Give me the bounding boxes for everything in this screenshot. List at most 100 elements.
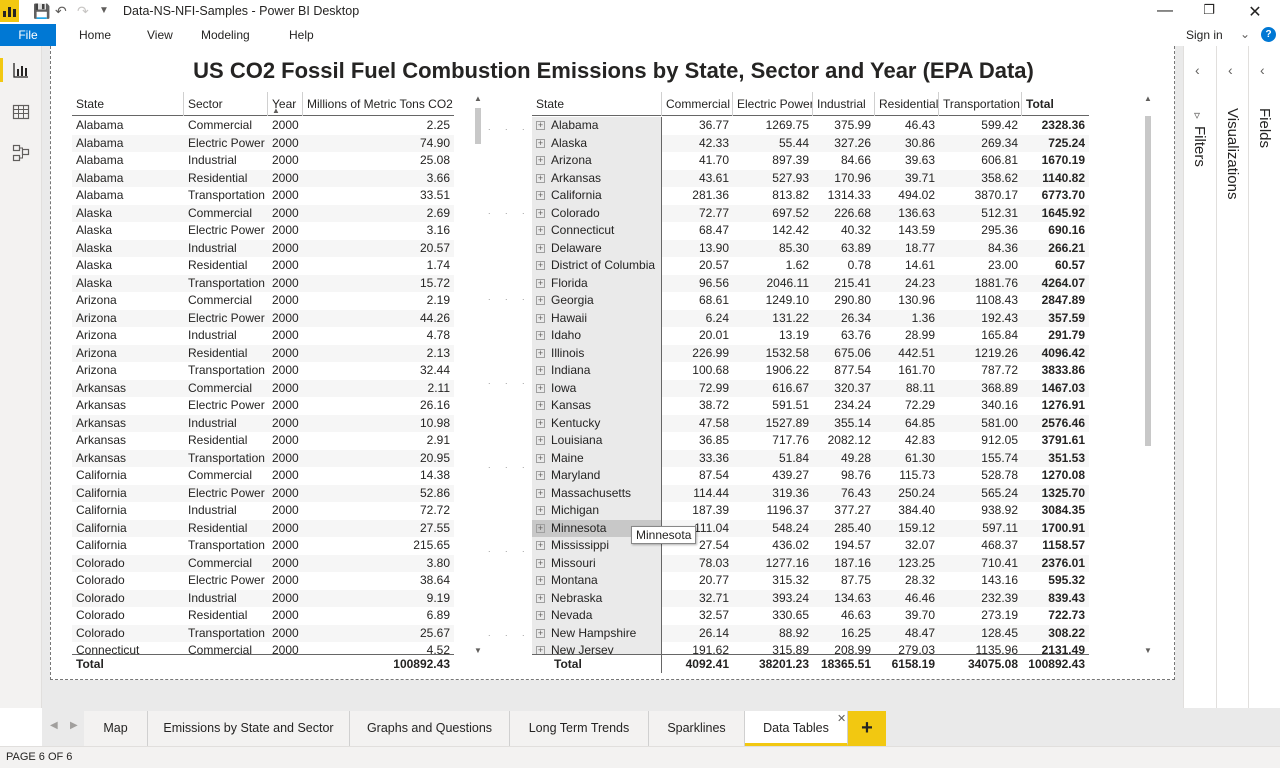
filters-pane[interactable]: ‹ ▿ Filters	[1183, 46, 1216, 708]
expand-icon[interactable]: +	[536, 610, 545, 621]
chevron-left-icon[interactable]: ‹	[1260, 62, 1265, 78]
scroll-up-icon[interactable]: ▲	[1144, 94, 1152, 103]
table-row[interactable]: Alabama Electric Power 2000 74.90	[72, 134, 454, 152]
matrix-row[interactable]: + Missouri 78.03 1277.16 187.16 123.25 710.41 2…	[532, 554, 1089, 572]
table-row[interactable]: Colorado Electric Power 2000 38.64	[72, 572, 454, 590]
table-row[interactable]: Arkansas Electric Power 2000 26.16	[72, 397, 454, 415]
file-menu[interactable]: File	[0, 24, 56, 46]
matrix-col-transportation[interactable]: Transportation	[939, 92, 1022, 116]
matrix-row[interactable]: + Indiana 100.68 1906.22 877.54 161.70 787.72 3…	[532, 362, 1089, 380]
table-row[interactable]: Arizona Industrial 2000 4.78	[72, 327, 454, 345]
table-row[interactable]: Arkansas Commercial 2000 2.11	[72, 379, 454, 397]
table-row[interactable]: Alaska Industrial 2000 20.57	[72, 239, 454, 257]
chevron-left-icon[interactable]: ‹	[1228, 62, 1233, 78]
table-row[interactable]: Alabama Transportation 2000 33.51	[72, 187, 454, 205]
matrix-row[interactable]: + Arizona 41.70 897.39 84.66 39.63 606.81 1670.…	[532, 152, 1089, 170]
table-row[interactable]: Colorado Commercial 2000 3.80	[72, 554, 454, 572]
scrollbar-thumb[interactable]	[1145, 116, 1151, 446]
table-row[interactable]: Arkansas Residential 2000 2.91	[72, 432, 454, 450]
tab-emissions-by-state-and-sector[interactable]: Emissions by State and Sector	[148, 711, 350, 746]
expand-icon[interactable]: +	[536, 627, 545, 638]
expand-icon[interactable]: +	[536, 382, 545, 393]
detail-table-scrollbar[interactable]: ▲ ▼	[474, 94, 482, 655]
matrix-row[interactable]: + Minnesota 111.04 548.24 285.40 159.12 597.11…	[532, 519, 1089, 537]
matrix-row[interactable]: + Illinois 226.99 1532.58 675.06 442.51 1219.2…	[532, 344, 1089, 362]
table-row[interactable]: Arkansas Transportation 2000 20.95	[72, 449, 454, 467]
visual-resize-handle[interactable]: . . .	[488, 460, 531, 470]
matrix-row-header[interactable]: + Arkansas	[532, 169, 662, 187]
visual-resize-handle[interactable]: . . .	[488, 122, 531, 132]
table-row[interactable]: Alabama Commercial 2000 2.25	[72, 117, 454, 135]
matrix-col-state[interactable]: State	[532, 92, 662, 116]
matrix-row[interactable]: + Connecticut 68.47 142.42 40.32 143.59 295.36…	[532, 222, 1089, 240]
matrix-row[interactable]: + Idaho 20.01 13.19 63.76 28.99 165.84 291.79	[532, 327, 1089, 345]
matrix-row-header[interactable]: + Kansas	[532, 397, 662, 415]
table-row[interactable]: Connecticut Commercial 2000 4.52	[72, 642, 454, 655]
matrix-row[interactable]: + Maine 33.36 51.84 49.28 61.30 155.74 351.53	[532, 449, 1089, 467]
visual-resize-handle[interactable]: . . .	[488, 206, 531, 216]
table-row[interactable]: Arizona Commercial 2000 2.19	[72, 292, 454, 310]
matrix-col-residential[interactable]: Residential	[875, 92, 939, 116]
table-row[interactable]: Alaska Residential 2000 1.74	[72, 257, 454, 275]
matrix-row-header[interactable]: + Montana	[532, 572, 662, 590]
table-row[interactable]: Arizona Transportation 2000 32.44	[72, 362, 454, 380]
expand-icon[interactable]: +	[536, 295, 545, 306]
matrix-row-header[interactable]: + Iowa	[532, 379, 662, 397]
table-row[interactable]: Alaska Electric Power 2000 3.16	[72, 222, 454, 240]
matrix-row-header[interactable]: + Minnesota	[532, 519, 662, 537]
table-row[interactable]: California Electric Power 2000 52.86	[72, 484, 454, 502]
expand-icon[interactable]: +	[536, 190, 545, 201]
matrix-row-header[interactable]: + Louisiana	[532, 432, 662, 450]
table-row[interactable]: Arizona Electric Power 2000 44.26	[72, 309, 454, 327]
expand-icon[interactable]: +	[536, 417, 545, 428]
save-icon[interactable]: 💾	[33, 3, 51, 19]
expand-icon[interactable]: +	[536, 242, 545, 253]
customize-quick-access-icon[interactable]: ▼	[99, 5, 109, 16]
visual-resize-handle[interactable]: . . .	[488, 544, 531, 554]
expand-icon[interactable]: +	[536, 312, 545, 323]
matrix-row-header[interactable]: + Alabama	[532, 117, 662, 135]
scroll-up-icon[interactable]: ▲	[474, 94, 482, 103]
undo-icon[interactable]: ↶	[55, 3, 67, 19]
matrix-row-header[interactable]: + Maryland	[532, 467, 662, 485]
menu-home[interactable]: Home	[79, 28, 112, 42]
matrix-row[interactable]: + Florida 96.56 2046.11 215.41 24.23 1881.76 42…	[532, 274, 1089, 292]
matrix-row[interactable]: + Alabama 36.77 1269.75 375.99 46.43 599.42 232…	[532, 117, 1089, 135]
matrix-row-header[interactable]: + Michigan	[532, 502, 662, 520]
matrix-row-header[interactable]: + Nevada	[532, 607, 662, 625]
table-row[interactable]: Arkansas Industrial 2000 10.98	[72, 414, 454, 432]
matrix-row-header[interactable]: + Connecticut	[532, 222, 662, 240]
visual-resize-handle[interactable]: . . .	[488, 292, 531, 302]
matrix-row-header[interactable]: + California	[532, 187, 662, 205]
model-view-icon[interactable]	[11, 143, 31, 163]
expand-icon[interactable]: +	[536, 575, 545, 586]
state-sector-matrix[interactable]: State Commercial Electric Power Industri…	[532, 92, 1159, 675]
matrix-row[interactable]: + Kansas 38.72 591.51 234.24 72.29 340.16 1276.…	[532, 397, 1089, 415]
expand-icon[interactable]: +	[536, 260, 545, 271]
help-icon[interactable]: ?	[1261, 27, 1276, 42]
table-row[interactable]: Alabama Industrial 2000 25.08	[72, 152, 454, 170]
matrix-row[interactable]: + Iowa 72.99 616.67 320.37 88.11 368.89 1467.03	[532, 379, 1089, 397]
detail-table[interactable]: State Sector Year Millions of Metric Ton…	[72, 92, 492, 675]
table-row[interactable]: Alaska Transportation 2000 15.72	[72, 274, 454, 292]
expand-icon[interactable]: +	[536, 225, 545, 236]
menu-modeling[interactable]: Modeling	[201, 28, 250, 42]
table-row[interactable]: Colorado Industrial 2000 9.19	[72, 589, 454, 607]
visualizations-pane-label[interactable]: Visualizations	[1224, 108, 1241, 200]
matrix-row[interactable]: + Alaska 42.33 55.44 327.26 30.86 269.34 725.24	[532, 134, 1089, 152]
expand-icon[interactable]: +	[536, 155, 545, 166]
matrix-col-electric-power[interactable]: Electric Power	[733, 92, 813, 116]
scrollbar-thumb[interactable]	[475, 108, 481, 144]
visual-resize-handle[interactable]: . . .	[488, 628, 531, 638]
tab-data-tables[interactable]: Data Tables	[745, 711, 848, 746]
menu-view[interactable]: View	[147, 28, 173, 42]
expand-icon[interactable]: +	[536, 365, 545, 376]
matrix-row-header[interactable]: + District of Columbia	[532, 257, 662, 275]
matrix-row-header[interactable]: + Missouri	[532, 554, 662, 572]
matrix-row[interactable]: + Montana 20.77 315.32 87.75 28.32 143.16 595.3…	[532, 572, 1089, 590]
matrix-row[interactable]: + Georgia 68.61 1249.10 290.80 130.96 1108.43 2…	[532, 292, 1089, 310]
expand-icon[interactable]: +	[536, 592, 545, 603]
matrix-row[interactable]: + New Hampshire 26.14 88.92 16.25 48.47 128.45…	[532, 624, 1089, 642]
matrix-col-commercial[interactable]: Commercial	[662, 92, 733, 116]
matrix-row-header[interactable]: + Illinois	[532, 344, 662, 362]
